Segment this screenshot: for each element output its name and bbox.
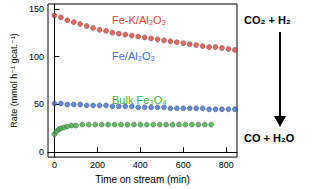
svg-text:200: 200 bbox=[90, 160, 105, 170]
svg-text:0: 0 bbox=[39, 147, 44, 157]
svg-text:CO + H₂O: CO + H₂O bbox=[244, 132, 295, 144]
svg-text:100: 100 bbox=[29, 52, 44, 62]
svg-text:800: 800 bbox=[219, 160, 234, 170]
svg-text:0: 0 bbox=[52, 160, 57, 170]
svg-text:Rate (mmol h⁻¹ gcat.⁻¹): Rate (mmol h⁻¹ gcat.⁻¹) bbox=[9, 33, 19, 128]
svg-text:Fe/Al₂O₃: Fe/Al₂O₃ bbox=[112, 50, 155, 62]
svg-text:CO₂ + H₂: CO₂ + H₂ bbox=[244, 14, 291, 26]
svg-text:50: 50 bbox=[34, 99, 44, 109]
svg-text:600: 600 bbox=[176, 160, 191, 170]
svg-text:Time on stream (min): Time on stream (min) bbox=[95, 174, 190, 185]
svg-text:Fe-K/Al₂O₃: Fe-K/Al₂O₃ bbox=[112, 14, 166, 26]
svg-text:Bulk Fe₃O₄: Bulk Fe₃O₄ bbox=[112, 94, 167, 106]
svg-text:400: 400 bbox=[133, 160, 148, 170]
svg-text:150: 150 bbox=[29, 4, 44, 14]
